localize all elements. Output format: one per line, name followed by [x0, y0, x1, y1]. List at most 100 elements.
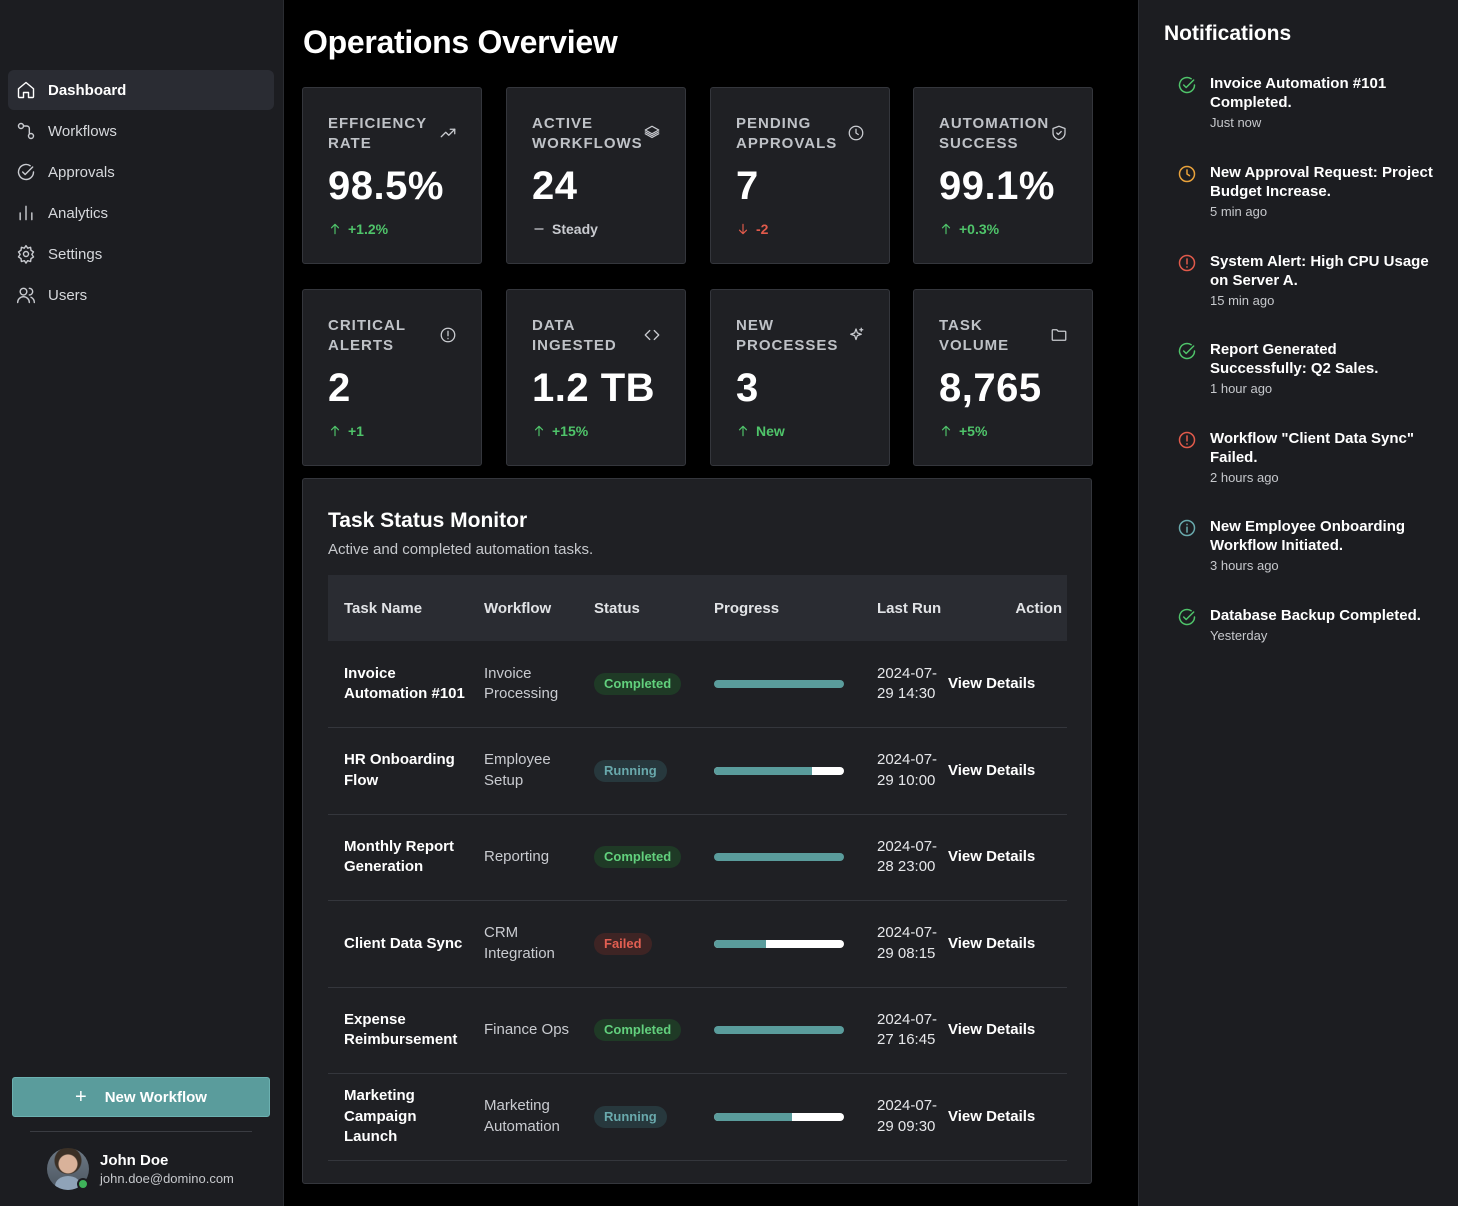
progress-fill [714, 680, 844, 688]
status-cell: Completed [578, 987, 698, 1074]
sidebar-nav: Dashboard Workflows Approvals Analytics … [8, 70, 274, 316]
new-workflow-label: New Workflow [104, 1088, 207, 1106]
shield-check-icon [1050, 124, 1068, 142]
status-badge: Running [594, 759, 667, 782]
metric-value: 8,765 [939, 366, 1042, 410]
last-run: 2024-07-29 10:00 [861, 727, 948, 815]
table-row: Client Data Sync CRM Integration Failed 202… [328, 900, 1067, 988]
metric-delta-text: +1 [348, 423, 364, 439]
sidebar-item-settings[interactable]: Settings [8, 234, 274, 274]
metric-delta: -2 [736, 221, 768, 237]
status-badge: Completed [594, 673, 682, 695]
arrow-down-icon [736, 222, 750, 236]
user-email: john.doe@domino.com [100, 1171, 234, 1186]
view-details-link[interactable]: View Details [948, 1073, 1067, 1161]
info-icon [1177, 518, 1197, 538]
metric-card: Data Ingested 1.2 TB +15% [506, 289, 686, 466]
view-details-link[interactable]: View Details [948, 814, 1067, 901]
column-header: Task Name [328, 575, 468, 641]
task-workflow: Finance Ops [468, 987, 578, 1074]
progress-bar [714, 680, 844, 688]
last-run: 2024-07-29 08:15 [861, 900, 948, 988]
alert-circle-icon [1177, 430, 1197, 450]
column-header: Workflow [468, 575, 578, 641]
task-name: Monthly Report Generation [328, 814, 468, 901]
sidebar: Dashboard Workflows Approvals Analytics … [0, 0, 284, 1206]
progress-fill [714, 939, 766, 948]
sidebar-item-dashboard[interactable]: Dashboard [8, 70, 274, 110]
notifications-title: Notifications [1164, 22, 1292, 45]
metric-delta: +1.2% [328, 221, 388, 237]
progress-bar [714, 939, 844, 948]
metric-label: Automation Success [939, 115, 1050, 152]
panel-subtitle: Active and completed automation tasks. [328, 541, 594, 558]
sidebar-item-approvals[interactable]: Approvals [8, 152, 274, 192]
arrow-up-icon [328, 222, 342, 236]
sparkles-icon [847, 326, 865, 344]
progress-fill [714, 853, 844, 862]
sidebar-item-workflows[interactable]: Workflows [8, 111, 274, 151]
notification-item[interactable]: Report Generated Successfully: Q2 Sales.… [1177, 340, 1437, 396]
clock-icon [847, 124, 865, 142]
notification-time: 2 hours ago [1210, 470, 1279, 485]
arrow-up-icon [736, 424, 750, 438]
notification-text: System Alert: High CPU Usage on Server A… [1210, 253, 1429, 289]
check-circle-icon [1177, 341, 1197, 361]
sidebar-item-analytics[interactable]: Analytics [8, 193, 274, 233]
metric-delta: +5% [939, 423, 987, 439]
status-cell: Running [578, 727, 698, 815]
task-name: Client Data Sync [328, 900, 468, 988]
metric-delta: Steady [532, 221, 598, 237]
progress-fill [714, 1026, 844, 1035]
alert-circle-icon [1177, 253, 1197, 273]
view-details-link[interactable]: View Details [948, 727, 1067, 815]
view-details-link[interactable]: View Details [948, 641, 1067, 728]
view-details-link[interactable]: View Details [948, 900, 1067, 988]
progress-bar [714, 766, 844, 775]
status-cell: Failed [578, 900, 698, 988]
notification-time: 3 hours ago [1210, 558, 1279, 573]
notification-item[interactable]: Workflow "Client Data Sync" Failed. 2 hou… [1177, 429, 1437, 485]
arrow-up-icon [939, 424, 953, 438]
metric-card: Task Volume 8,765 +5% [913, 289, 1093, 466]
sidebar-item-label: Users [48, 286, 88, 304]
metric-delta: New [736, 423, 785, 439]
metric-card: Active Workflows 24 Steady [506, 87, 686, 264]
progress-bar [714, 1112, 844, 1121]
workflow-icon [16, 121, 36, 141]
notification-item[interactable]: Database Backup Completed. Yesterday [1177, 606, 1437, 643]
sidebar-item-users[interactable]: Users [8, 275, 274, 315]
notification-item[interactable]: Invoice Automation #101 Completed. Just n… [1177, 74, 1437, 130]
task-workflow: Reporting [468, 814, 578, 901]
arrow-up-icon [532, 424, 546, 438]
notification-item[interactable]: System Alert: High CPU Usage on Server A… [1177, 252, 1437, 308]
progress-bar [714, 853, 844, 862]
divider [30, 1131, 252, 1132]
metric-delta: +1 [328, 423, 364, 439]
arrow-up-icon [939, 222, 953, 236]
task-workflow: Marketing Automation [468, 1073, 578, 1161]
metric-delta-text: New [756, 423, 785, 439]
trending-up-icon [439, 124, 457, 142]
view-details-link[interactable]: View Details [948, 987, 1067, 1074]
user-profile[interactable]: John Doe john.doe@domino.com [47, 1148, 234, 1190]
progress-cell [698, 987, 861, 1074]
notification-item[interactable]: New Employee Onboarding Workflow Initiat… [1177, 517, 1437, 573]
notifications-panel: Notifications Invoice Automation #101 Co… [1138, 0, 1458, 1206]
notification-text: Workflow "Client Data Sync" Failed. [1210, 430, 1414, 466]
users-icon [16, 285, 36, 305]
metric-delta-text: +1.2% [348, 221, 389, 237]
metric-card: Efficiency Rate 98.5% +1.2% [302, 87, 482, 264]
online-status-dot [77, 1178, 89, 1190]
progress-cell [698, 727, 861, 815]
task-table: Task Name Workflow Status Progress Last … [328, 575, 1067, 1161]
last-run: 2024-07-29 14:30 [861, 641, 948, 728]
metric-delta-text: -2 [756, 221, 769, 237]
new-workflow-button[interactable]: + New Workflow [12, 1077, 270, 1117]
notification-item[interactable]: New Approval Request: Project Budget Inc… [1177, 163, 1437, 219]
notification-text: New Employee Onboarding Workflow Initiat… [1210, 518, 1406, 554]
avatar [47, 1148, 89, 1190]
alert-circle-icon [439, 326, 457, 344]
table-row: Invoice Automation #101 Invoice Processin… [328, 641, 1067, 728]
progress-cell [698, 1073, 861, 1161]
